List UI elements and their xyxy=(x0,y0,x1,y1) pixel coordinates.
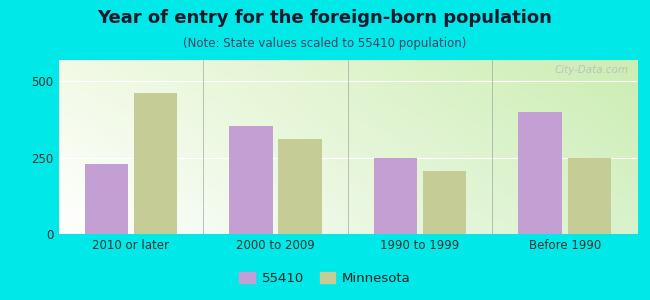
Legend: 55410, Minnesota: 55410, Minnesota xyxy=(234,267,416,290)
Bar xyxy=(423,170,466,234)
Bar xyxy=(567,158,611,234)
Bar xyxy=(134,93,177,234)
Text: City-Data.com: City-Data.com xyxy=(554,65,629,75)
Bar xyxy=(278,140,322,234)
Bar xyxy=(519,112,562,234)
Text: (Note: State values scaled to 55410 population): (Note: State values scaled to 55410 popu… xyxy=(183,38,467,50)
Bar xyxy=(84,164,128,234)
Bar xyxy=(229,126,272,234)
Text: Year of entry for the foreign-born population: Year of entry for the foreign-born popul… xyxy=(98,9,552,27)
Bar xyxy=(374,158,417,234)
